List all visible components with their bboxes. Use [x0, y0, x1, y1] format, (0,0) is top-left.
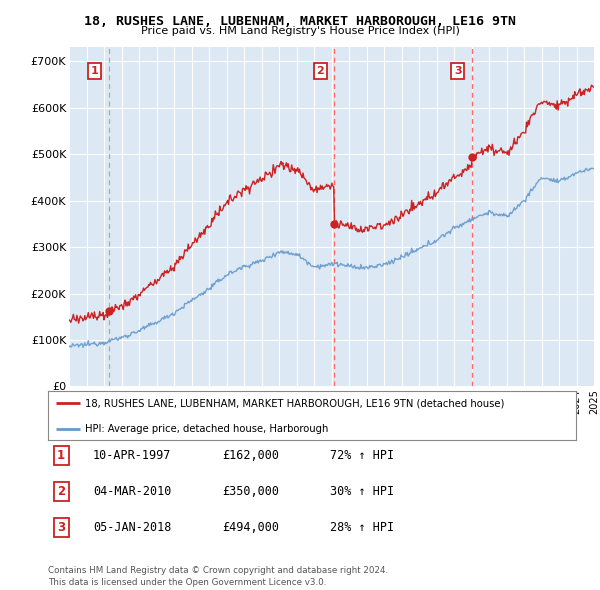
Text: 18, RUSHES LANE, LUBENHAM, MARKET HARBOROUGH, LE16 9TN (detached house): 18, RUSHES LANE, LUBENHAM, MARKET HARBOR…	[85, 398, 505, 408]
Text: £350,000: £350,000	[222, 485, 279, 498]
Text: 3: 3	[454, 66, 461, 76]
Text: £494,000: £494,000	[222, 521, 279, 534]
Text: 28% ↑ HPI: 28% ↑ HPI	[330, 521, 394, 534]
Text: 3: 3	[57, 521, 65, 534]
Text: 1: 1	[91, 66, 98, 76]
Text: HPI: Average price, detached house, Harborough: HPI: Average price, detached house, Harb…	[85, 424, 328, 434]
Text: Contains HM Land Registry data © Crown copyright and database right 2024.
This d: Contains HM Land Registry data © Crown c…	[48, 566, 388, 587]
Text: 2: 2	[57, 485, 65, 498]
Text: 30% ↑ HPI: 30% ↑ HPI	[330, 485, 394, 498]
Text: 1: 1	[57, 449, 65, 462]
Text: 2: 2	[317, 66, 325, 76]
Text: 05-JAN-2018: 05-JAN-2018	[93, 521, 172, 534]
Text: Price paid vs. HM Land Registry's House Price Index (HPI): Price paid vs. HM Land Registry's House …	[140, 26, 460, 36]
Text: 72% ↑ HPI: 72% ↑ HPI	[330, 449, 394, 462]
Text: 10-APR-1997: 10-APR-1997	[93, 449, 172, 462]
Text: 04-MAR-2010: 04-MAR-2010	[93, 485, 172, 498]
Text: £162,000: £162,000	[222, 449, 279, 462]
Text: 18, RUSHES LANE, LUBENHAM, MARKET HARBOROUGH, LE16 9TN: 18, RUSHES LANE, LUBENHAM, MARKET HARBOR…	[84, 15, 516, 28]
